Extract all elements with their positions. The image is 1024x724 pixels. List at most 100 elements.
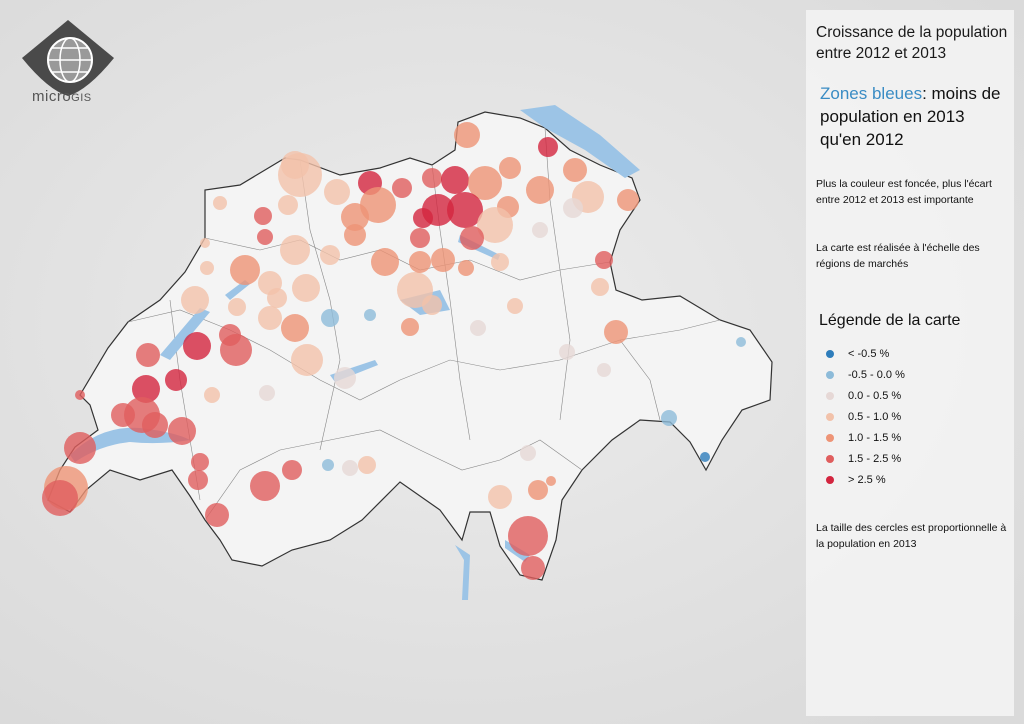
region-circle	[700, 452, 710, 462]
region-circle	[205, 503, 229, 527]
region-circle	[281, 314, 309, 342]
legend-item: > 2.5 %	[826, 469, 905, 490]
region-circle	[324, 179, 350, 205]
region-circle	[477, 207, 513, 243]
lake-biel	[225, 280, 250, 300]
region-circle	[132, 375, 160, 403]
region-circle	[282, 460, 302, 480]
region-circle	[280, 235, 310, 265]
region-circle	[526, 176, 554, 204]
legend-label: > 2.5 %	[848, 473, 886, 486]
region-circle	[422, 295, 442, 315]
region-circle	[230, 255, 260, 285]
region-circle	[604, 320, 628, 344]
region-circle	[204, 387, 220, 403]
region-circle	[220, 334, 252, 366]
region-circle	[42, 480, 78, 516]
legend-label: -0.5 - 0.0 %	[848, 368, 905, 381]
region-circle	[401, 318, 419, 336]
region-circle	[278, 195, 298, 215]
logo-text: microGIS	[32, 88, 92, 105]
map-subtitle: Zones bleues: moins de population en 201…	[820, 84, 1001, 149]
region-circle	[322, 459, 334, 471]
region-circle	[491, 253, 509, 271]
region-circle	[617, 189, 639, 211]
legend-item: 0.5 - 1.0 %	[826, 406, 905, 427]
legend-dot-icon	[826, 475, 834, 484]
legend-label: 0.0 - 0.5 %	[848, 389, 902, 402]
region-circle	[168, 417, 196, 445]
region-circle	[563, 158, 587, 182]
region-circle	[546, 476, 556, 486]
region-circle	[559, 344, 575, 360]
region-circle	[292, 274, 320, 302]
legend-dot-icon	[826, 370, 834, 379]
map-title: Croissance de la population entre 2012 e…	[816, 24, 1008, 62]
region-circle	[191, 453, 209, 471]
region-circle	[200, 261, 214, 275]
region-circle	[136, 343, 160, 367]
region-circle	[257, 229, 273, 245]
region-circle	[499, 157, 521, 179]
legend-item: < -0.5 %	[826, 343, 905, 364]
region-circle	[422, 168, 442, 188]
region-circle	[258, 306, 282, 330]
region-circle	[468, 166, 502, 200]
region-circle	[595, 251, 613, 269]
region-circle	[320, 245, 340, 265]
region-circle	[334, 367, 356, 389]
region-circle	[181, 286, 209, 314]
region-circle	[410, 228, 430, 248]
legend-dot-icon	[826, 349, 834, 358]
region-circle	[520, 445, 536, 461]
region-circle	[736, 337, 746, 347]
region-circle	[528, 480, 548, 500]
color-note: Plus la couleur est foncée, plus l'écart…	[816, 178, 992, 206]
legend-label: 1.5 - 2.5 %	[848, 452, 902, 465]
legend-item: -0.5 - 0.0 %	[826, 364, 905, 385]
region-circle	[521, 556, 545, 580]
microgis-logo	[18, 18, 118, 108]
legend-dot-icon	[826, 454, 834, 463]
region-circle	[259, 385, 275, 401]
region-circle	[409, 251, 431, 273]
region-circle	[213, 196, 227, 210]
region-circle	[64, 432, 96, 464]
region-circle	[267, 288, 287, 308]
region-circle	[291, 344, 323, 376]
switzerland-outline	[47, 111, 773, 581]
region-circle	[344, 224, 366, 246]
region-circle	[188, 470, 208, 490]
region-circle	[392, 178, 412, 198]
region-circle	[538, 137, 558, 157]
legend-dot-icon	[826, 391, 834, 400]
region-circle	[165, 369, 187, 391]
region-circle	[597, 363, 611, 377]
region-circle	[75, 390, 85, 400]
scale-note: La carte est réalisée à l'échelle des ré…	[816, 242, 980, 270]
region-circle	[563, 198, 583, 218]
region-circle	[508, 516, 548, 556]
population-circles	[42, 122, 746, 580]
region-circle	[488, 485, 512, 509]
region-circle	[228, 298, 246, 316]
legend-label: 1.0 - 1.5 %	[848, 431, 902, 444]
size-note: La taille des cercles est proportionnell…	[816, 522, 1007, 550]
region-circle	[341, 203, 369, 231]
region-circle	[431, 248, 455, 272]
legend-dot-icon	[826, 433, 834, 442]
region-circle	[447, 192, 483, 228]
region-circle	[364, 309, 376, 321]
region-circle	[532, 222, 548, 238]
region-circle	[454, 122, 480, 148]
region-circle	[460, 226, 484, 250]
region-circle	[321, 309, 339, 327]
legend-item: 1.0 - 1.5 %	[826, 427, 905, 448]
legend: < -0.5 % -0.5 - 0.0 % 0.0 - 0.5 % 0.5 - 1.0…	[826, 343, 905, 490]
region-circle	[142, 412, 168, 438]
region-circle	[360, 187, 396, 223]
info-panel: Croissance de la population entre 2012 e…	[806, 10, 1014, 716]
region-circle	[200, 238, 210, 248]
legend-title: Légende de la carte	[819, 312, 961, 329]
lake-constance	[520, 105, 640, 178]
